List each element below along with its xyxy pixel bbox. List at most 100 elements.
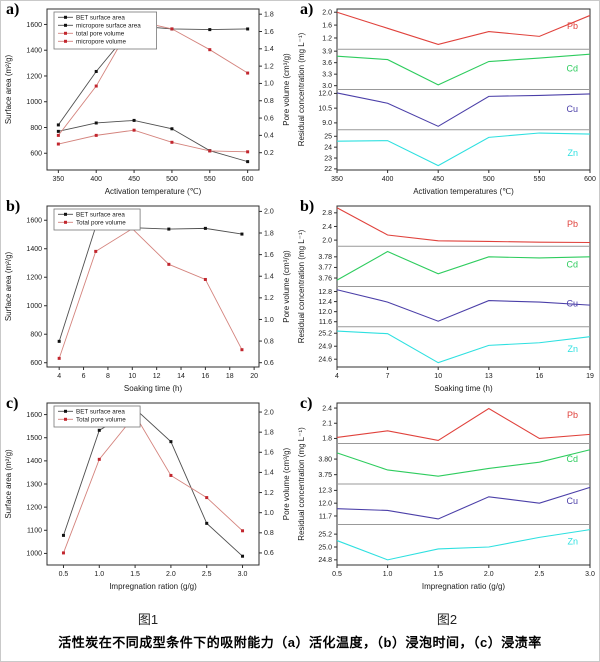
y-axis-right-title: Pore volume (cm³/g) [282, 250, 291, 323]
svg-text:1.8: 1.8 [264, 429, 274, 436]
svg-text:800: 800 [30, 125, 42, 132]
svg-text:25.0: 25.0 [318, 544, 332, 551]
svg-text:1.2: 1.2 [264, 295, 274, 302]
fig2-panel-label-c: c) [300, 395, 313, 412]
plot-area: 2.42.11.8Pb3.803.75Cd12.312.011.7Cu25.22… [297, 402, 595, 591]
svg-text:2.8: 2.8 [322, 210, 332, 217]
svg-text:4: 4 [335, 373, 339, 380]
svg-text:25: 25 [324, 134, 332, 141]
panel-zn: 25.2 25.0 24.8 Zn [318, 524, 591, 564]
panel-pb: 2.4 2.1 1.8 Pb [322, 405, 591, 443]
svg-text:1000: 1000 [26, 551, 42, 558]
series-total-pore-volume [57, 227, 244, 360]
y-axis-left-title: Surface area (m²/g) [4, 449, 13, 519]
svg-text:12: 12 [153, 373, 161, 380]
panel-cu: 12.8 12.4 12.0 11.6 Cu [318, 286, 591, 326]
panel-zn: 25 24 23 22 Zn [324, 129, 591, 173]
fig2-panel-label-b: b) [300, 198, 315, 215]
svg-text:12.0: 12.0 [318, 500, 332, 507]
svg-text:micropore surface area: micropore surface area [76, 23, 141, 30]
svg-text:1.0: 1.0 [264, 317, 274, 324]
fig2-cell-c: c) 2.4 2.1 1.8 Pb 3.80 3.75 Cd 12.3 12.0 11.7 Cu 25… [295, 395, 599, 607]
x-axis-title: Impregnation ration (g/g) [109, 582, 197, 591]
svg-text:12.8: 12.8 [318, 289, 332, 296]
svg-text:1.6: 1.6 [264, 252, 274, 259]
y-axis-left-title: Surface area (m²/g) [4, 54, 13, 124]
y-axis-right: 0.2 0.4 0.6 0.8 1.0 1.2 1.4 1.6 1.8 Pore volume (… [259, 11, 291, 157]
svg-text:3.75: 3.75 [318, 472, 332, 479]
fig1-chart-a: 350 400 450 500 550 600 Activation temperature… [4, 8, 291, 196]
svg-text:0.8: 0.8 [264, 530, 274, 537]
svg-text:12.3: 12.3 [318, 488, 332, 495]
element-label-cd: Cd [566, 259, 578, 269]
svg-text:2.0: 2.0 [264, 409, 274, 416]
svg-text:0.6: 0.6 [264, 360, 274, 367]
panel-cu: 12.0 10.5 9.0 Cu [318, 89, 591, 127]
svg-text:12.0: 12.0 [318, 309, 332, 316]
svg-text:24.8: 24.8 [318, 557, 332, 564]
element-label-pb: Pb [567, 410, 578, 420]
x-axis-title: Soaking time (h) [124, 384, 183, 393]
fig1-cell-a: a) 350 400 450 500 550 600 Activation temperat… [1, 1, 295, 198]
x-axis-title: Activation temperature (℃) [105, 187, 202, 196]
plot-area: 2.8 2.4 2.0 Pb 3.78 3.77 3.76 Cd 12.8 12.4 12.0 11.… [297, 205, 594, 393]
svg-text:1.0: 1.0 [383, 571, 393, 578]
svg-text:1.0: 1.0 [264, 81, 274, 88]
svg-text:1.2: 1.2 [264, 63, 274, 70]
series-micropore-surface-area [56, 118, 250, 164]
x-axis-title: Impregnation ratio (g/g) [422, 582, 505, 591]
svg-text:1.4: 1.4 [264, 46, 274, 53]
fig2-cell-a: a) 2.0 1.6 1.2 Pb 3.9 3.6 3.3 3.0 Cd 12.0 10.5 9.0 C… [295, 1, 599, 198]
svg-text:1400: 1400 [26, 458, 42, 465]
svg-text:350: 350 [53, 176, 65, 183]
panel-cd: 3.80 3.75 Cd [318, 443, 591, 479]
svg-text:9.0: 9.0 [322, 120, 332, 127]
svg-text:1.8: 1.8 [264, 230, 274, 237]
y-axis-right: 0.6 0.8 1.0 1.2 1.4 1.6 1.8 2.0 Pore volume (cm³… [259, 409, 291, 557]
x-axis-title: Activation temperatures (℃) [413, 187, 514, 196]
fig1-cell-c: c) 0.5 1.0 1.5 2.0 2.5 3.0 Impregnation ration… [1, 395, 295, 607]
svg-text:1.5: 1.5 [130, 571, 140, 578]
svg-text:3.0: 3.0 [238, 571, 248, 578]
svg-text:1000: 1000 [26, 303, 42, 310]
svg-text:600: 600 [584, 176, 596, 183]
x-axis: 4 7 10 13 16 19 Soaking time (h) [335, 367, 594, 393]
svg-text:1.6: 1.6 [264, 29, 274, 36]
svg-text:24.6: 24.6 [318, 357, 332, 364]
svg-text:600: 600 [30, 360, 42, 367]
svg-text:0.4: 0.4 [264, 133, 274, 140]
element-label-zn: Zn [567, 344, 578, 354]
fig2-chart-a: 2.0 1.6 1.2 Pb 3.9 3.6 3.3 3.0 Cd 12.0 10.5 9.0 Cu 25… [297, 8, 596, 196]
svg-text:3.6: 3.6 [322, 60, 332, 67]
svg-text:1.5: 1.5 [433, 571, 443, 578]
svg-text:450: 450 [128, 176, 140, 183]
svg-text:1.6: 1.6 [322, 22, 332, 29]
svg-text:3.0: 3.0 [322, 83, 332, 90]
panel-pb: 2.8 2.4 2.0 Pb [322, 207, 591, 244]
svg-text:550: 550 [204, 176, 216, 183]
svg-text:2.5: 2.5 [202, 571, 212, 578]
plot-area: 4 6 8 10 12 14 16 18 20 Soaking time (h) 600 800 100… [4, 205, 291, 393]
svg-text:11.6: 11.6 [319, 319, 332, 326]
svg-text:BET surface area: BET surface area [76, 409, 125, 416]
svg-text:0.5: 0.5 [332, 571, 342, 578]
series-bet-surface-area [61, 407, 245, 558]
svg-text:1400: 1400 [26, 246, 42, 253]
fig2-chart-c: 2.42.11.8Pb3.803.75Cd12.312.011.7Cu25.22… [297, 402, 595, 591]
figure-labels-row: 图1 图2 [1, 607, 599, 629]
svg-text:350: 350 [331, 176, 343, 183]
svg-text:BET surface area: BET surface area [76, 15, 125, 22]
svg-text:400: 400 [382, 176, 394, 183]
svg-text:800: 800 [30, 332, 42, 339]
svg-text:1.0: 1.0 [264, 510, 274, 517]
svg-text:total pore volume: total pore volume [76, 31, 125, 38]
svg-text:2.0: 2.0 [322, 237, 332, 244]
svg-text:500: 500 [483, 176, 495, 183]
element-label-cu: Cu [566, 298, 578, 308]
y-axis-title: Residual concentration (mg L⁻¹) [297, 32, 306, 146]
panel-zn: 25.2 24.9 24.6 Zn [318, 326, 591, 364]
element-label-cd: Cd [566, 454, 578, 464]
